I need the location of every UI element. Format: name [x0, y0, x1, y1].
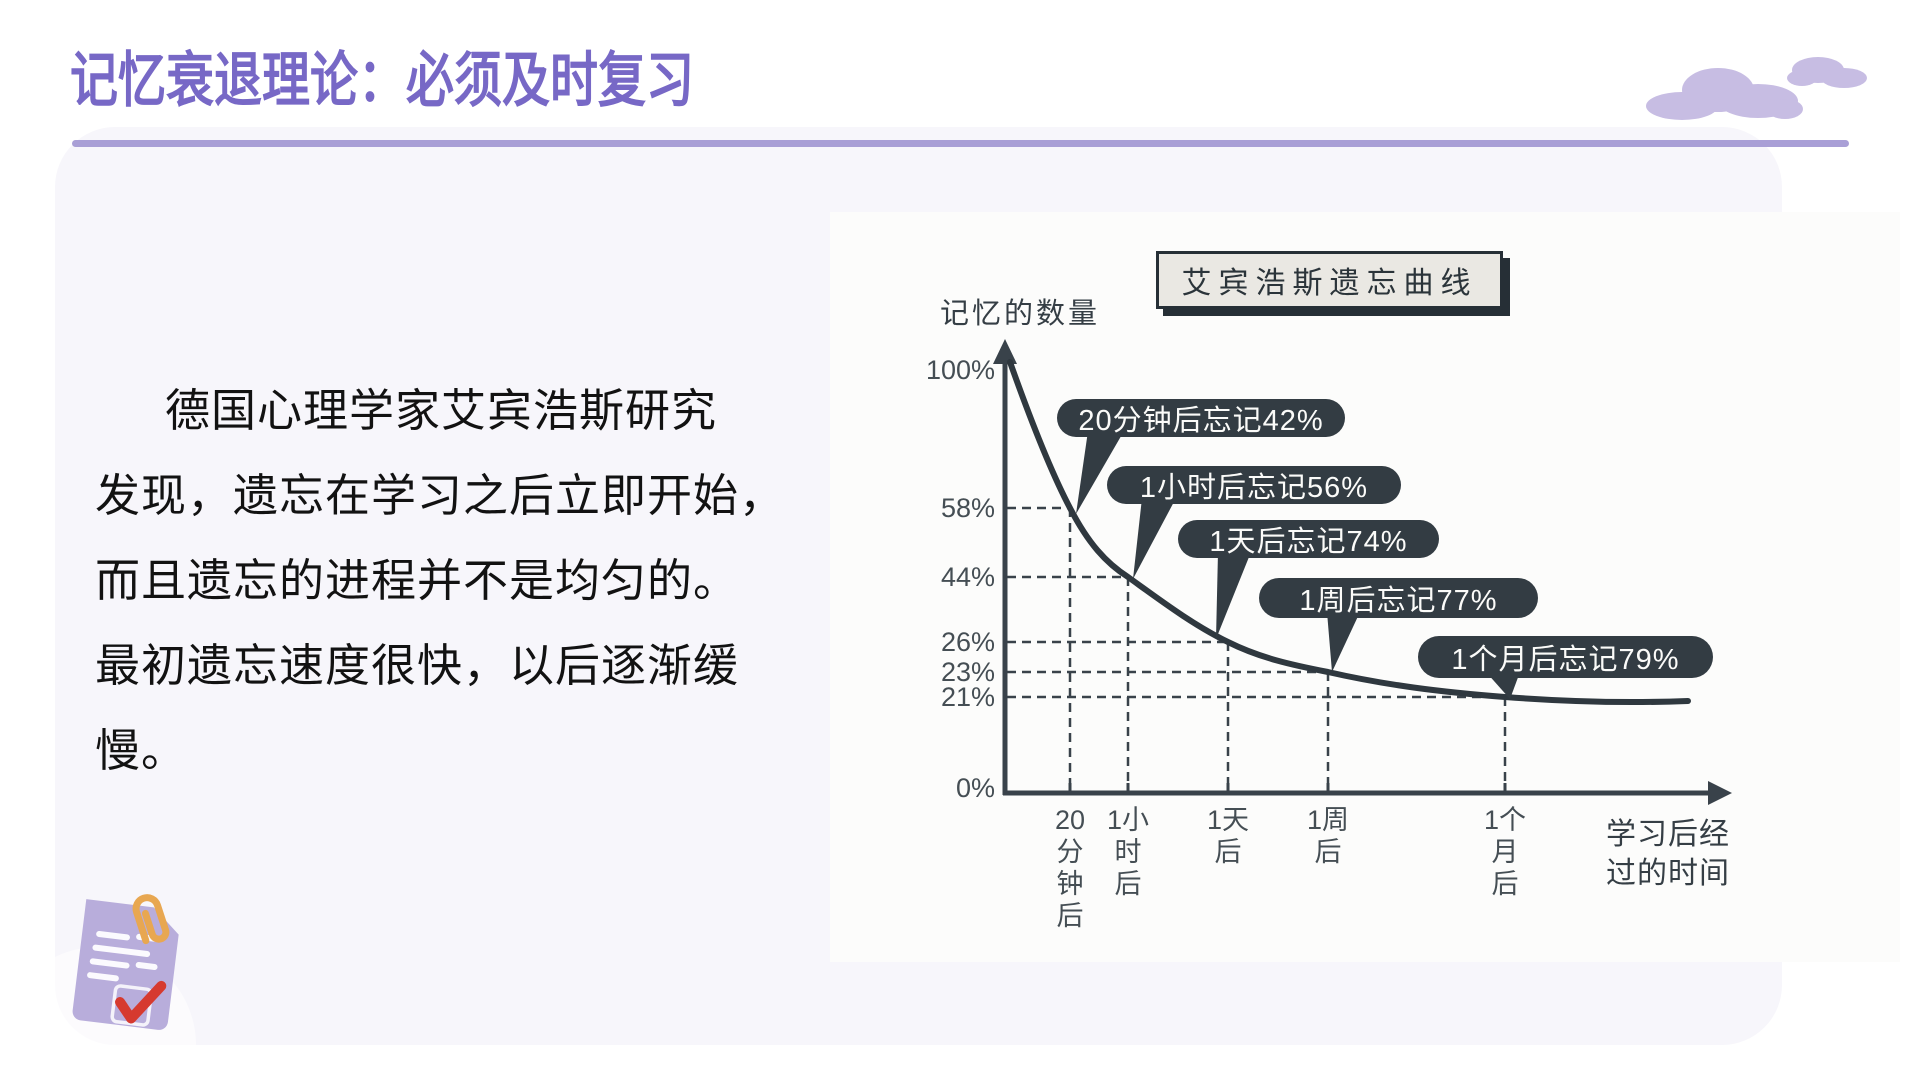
- y-tick-label: 23%: [940, 657, 995, 687]
- vertical-gridlines: [1068, 508, 1507, 791]
- cloud-icon: [1646, 68, 1803, 120]
- slide-title: 记忆衰退理论：必须及时复习: [70, 47, 694, 114]
- x-tick-label: 20分钟后: [1054, 805, 1086, 931]
- check-icon: [115, 980, 167, 1024]
- document-checklist-icon: [50, 894, 196, 1080]
- chart-title: 艾宾浩斯遗忘曲线: [1181, 267, 1478, 300]
- y-tick-label: 21%: [940, 682, 995, 712]
- chart-title-box: 艾宾浩斯遗忘曲线: [1156, 251, 1503, 309]
- forgetting-curve-chart: 艾宾浩斯遗忘曲线 记忆的数量 学习后经过的时间 100% 58% 44% 26%…: [830, 212, 1900, 962]
- intro-paragraph: 德国心理学家艾宾浩斯研究 发现，遗忘在学习之后立即开始， 而且遗忘的进程并不是均…: [95, 368, 815, 793]
- y-tick-label: 58%: [940, 493, 995, 523]
- intro-line: 发现，遗忘在学习之后立即开始，: [95, 470, 786, 521]
- intro-line: 慢。: [95, 725, 188, 776]
- x-tick-label: 1个月后: [1483, 805, 1527, 899]
- callout-1week: 1周后忘记77%: [1259, 578, 1538, 618]
- cloud-icon: [1787, 57, 1867, 88]
- intro-line: 最初遗忘速度很快，以后逐渐缓: [95, 640, 740, 691]
- x-tick-label: 1周后: [1306, 805, 1350, 867]
- callout-1month: 1个月后忘记79%: [1418, 636, 1713, 678]
- cloud-icons: [1646, 57, 1867, 120]
- y-tick-label: 44%: [940, 562, 995, 592]
- callout-1hour: 1小时后忘记56%: [1107, 466, 1401, 504]
- y-axis-title: 记忆的数量: [940, 298, 1101, 330]
- y-tick-label: 100%: [925, 355, 995, 385]
- x-axis-arrow-icon: [1708, 781, 1732, 805]
- x-axis-title: 学习后经过的时间: [1606, 818, 1730, 890]
- callout-tails: [1076, 431, 1520, 699]
- intro-line: 德国心理学家艾宾浩斯研究: [165, 385, 718, 436]
- checkbox: [110, 984, 153, 1027]
- callout-20min: 20分钟后忘记42%: [1057, 399, 1345, 437]
- y-axis-arrow-icon: [993, 339, 1017, 364]
- paperclip-icon: [132, 894, 170, 945]
- x-tick-label: 1天后: [1206, 805, 1250, 867]
- forgetting-curve: [1007, 359, 1691, 705]
- y-tick-label: 0%: [955, 773, 995, 803]
- intro-line: 而且遗忘的进程并不是均匀的。: [95, 555, 740, 606]
- y-tick-label: 26%: [940, 627, 995, 657]
- title-divider: [72, 140, 1849, 147]
- x-tick-label: 1小时后: [1106, 805, 1150, 899]
- chart-canvas: [993, 339, 1732, 805]
- horizontal-gridlines: [1007, 506, 1505, 699]
- callout-1day: 1天后忘记74%: [1178, 520, 1439, 558]
